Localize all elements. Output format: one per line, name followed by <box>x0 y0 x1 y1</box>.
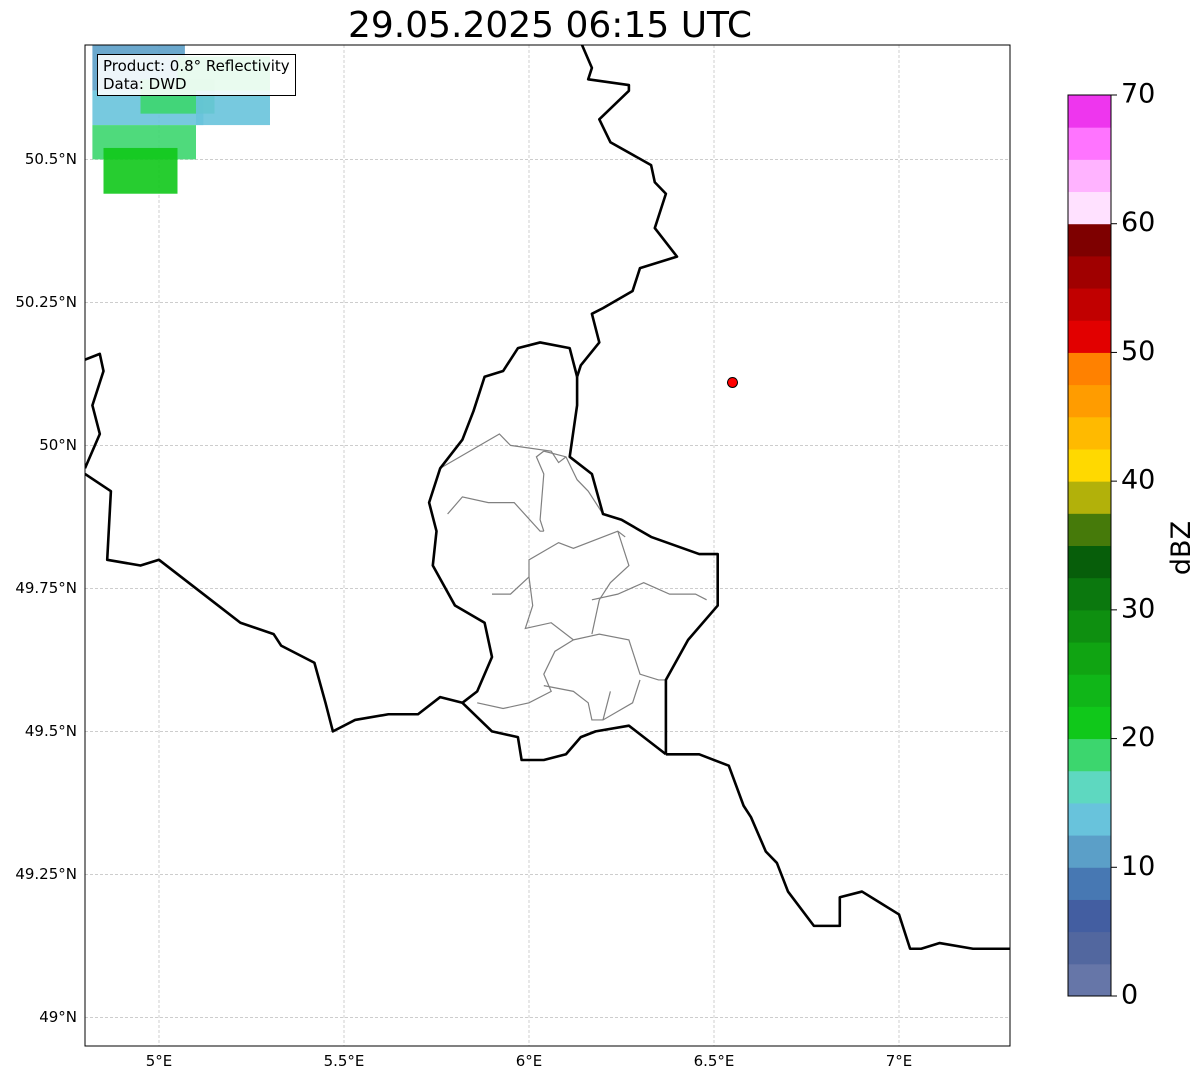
colorbar-swatch <box>1068 481 1111 514</box>
canton-boundary <box>528 530 626 577</box>
colorbar-swatch <box>1068 255 1111 289</box>
lat-label: 49°N <box>39 1008 77 1026</box>
canton-boundary <box>535 450 545 532</box>
canton-boundary <box>524 576 574 641</box>
precip-echo <box>196 90 270 126</box>
colorbar-swatch <box>1068 384 1111 418</box>
canton-boundary <box>602 691 611 721</box>
colorbar-swatch <box>1068 899 1111 933</box>
colorbar-swatch <box>1068 738 1111 772</box>
map-frame <box>84 44 1011 1047</box>
border-luxembourg-france <box>461 701 667 762</box>
colorbar-swatch <box>1068 609 1111 643</box>
canton-boundaries <box>439 433 707 721</box>
border-belgium-germany <box>575 45 679 378</box>
colorbar-swatch <box>1068 867 1111 900</box>
border-france-germany <box>665 752 1010 951</box>
lat-label: 50.25°N <box>15 293 77 311</box>
lat-label: 49.75°N <box>15 579 77 597</box>
info-box: Product: 0.8° Reflectivity Data: DWD <box>97 54 296 96</box>
colorbar-swatch <box>1068 191 1111 225</box>
colorbar-swatch <box>1068 545 1111 579</box>
colorbar-swatch <box>1068 127 1111 160</box>
canton-boundary <box>591 582 707 601</box>
colorbar-swatch <box>1068 642 1111 675</box>
product-text: Product: 0.8° Reflectivity <box>103 57 290 75</box>
colorbar-swatch <box>1068 674 1111 707</box>
colorbar-tick-label: 60 <box>1121 207 1155 238</box>
colorbar-swatch <box>1068 416 1111 450</box>
colorbar: 0 10 20 30 40 50 60 70 dBZ <box>1067 79 1197 1011</box>
colorbar-tick-label: 10 <box>1121 851 1155 882</box>
colorbar-ticks: 0 10 20 30 40 50 60 70 <box>1111 79 1155 1011</box>
lon-label: 6°E <box>516 1052 543 1070</box>
radar-site-layer <box>727 376 738 388</box>
radar-site-marker <box>727 376 738 388</box>
precip-echo <box>103 147 178 194</box>
colorbar-swatch <box>1068 577 1111 611</box>
map-frame-background <box>85 45 1010 1046</box>
latitude-labels: 49°N 49.25°N 49.5°N 49.75°N 50°N 50.25°N 50.5°… <box>15 150 77 1026</box>
map-title: 29.05.2025 06:15 UTC <box>347 5 753 46</box>
data-source-text: Data: DWD <box>103 75 187 93</box>
lat-label: 50°N <box>39 436 77 454</box>
border-belgium-france <box>85 472 463 733</box>
country-borders <box>85 45 1010 951</box>
canton-boundary <box>492 576 530 595</box>
lat-label: 49.25°N <box>15 865 77 883</box>
colorbar-swatch <box>1068 513 1111 546</box>
colorbar-swatch <box>1068 931 1111 965</box>
longitude-labels: 5°E 5.5°E 6°E 6.5°E 7°E <box>146 1052 913 1070</box>
colorbar-tick-label: 0 <box>1121 980 1138 1011</box>
colorbar-label: dBZ <box>1166 521 1197 575</box>
colorbar-swatch <box>1068 320 1111 353</box>
colorbar-tick-label: 70 <box>1121 79 1155 110</box>
canton-boundary <box>447 496 544 532</box>
colorbar-swatches <box>1068 95 1111 997</box>
colorbar-swatch <box>1068 159 1111 193</box>
colorbar-swatch <box>1068 835 1111 868</box>
colorbar-swatch <box>1068 770 1111 804</box>
canton-boundary <box>543 679 641 721</box>
lon-label: 5°E <box>146 1052 173 1070</box>
gridlines <box>85 45 1010 1046</box>
lon-label: 7°E <box>886 1052 913 1070</box>
border-luxembourg-germany <box>568 376 720 755</box>
lon-label: 6.5°E <box>694 1052 735 1070</box>
colorbar-swatch <box>1068 352 1111 386</box>
lat-label: 50.5°N <box>25 150 77 168</box>
colorbar-frame <box>1067 94 1112 997</box>
canton-boundary <box>591 531 630 635</box>
border-belgium-luxembourg <box>427 341 579 704</box>
lon-label: 5.5°E <box>324 1052 365 1070</box>
colorbar-swatch <box>1068 95 1111 128</box>
canton-boundary <box>543 450 604 515</box>
lat-label: 49.5°N <box>25 722 77 740</box>
border-belgium-west <box>85 352 105 469</box>
colorbar-tick-label: 30 <box>1121 593 1155 624</box>
canton-boundary <box>573 633 666 681</box>
colorbar-swatch <box>1068 448 1111 482</box>
canton-boundary <box>439 433 567 469</box>
colorbar-swatch <box>1068 802 1111 836</box>
canton-boundary <box>477 639 574 710</box>
colorbar-swatch <box>1068 288 1111 321</box>
colorbar-swatch <box>1068 706 1111 740</box>
colorbar-swatch <box>1068 963 1111 997</box>
colorbar-tick-label: 40 <box>1121 465 1155 496</box>
colorbar-tick-label: 50 <box>1121 336 1155 367</box>
colorbar-swatch <box>1068 223 1111 257</box>
colorbar-tick-label: 20 <box>1121 722 1155 753</box>
